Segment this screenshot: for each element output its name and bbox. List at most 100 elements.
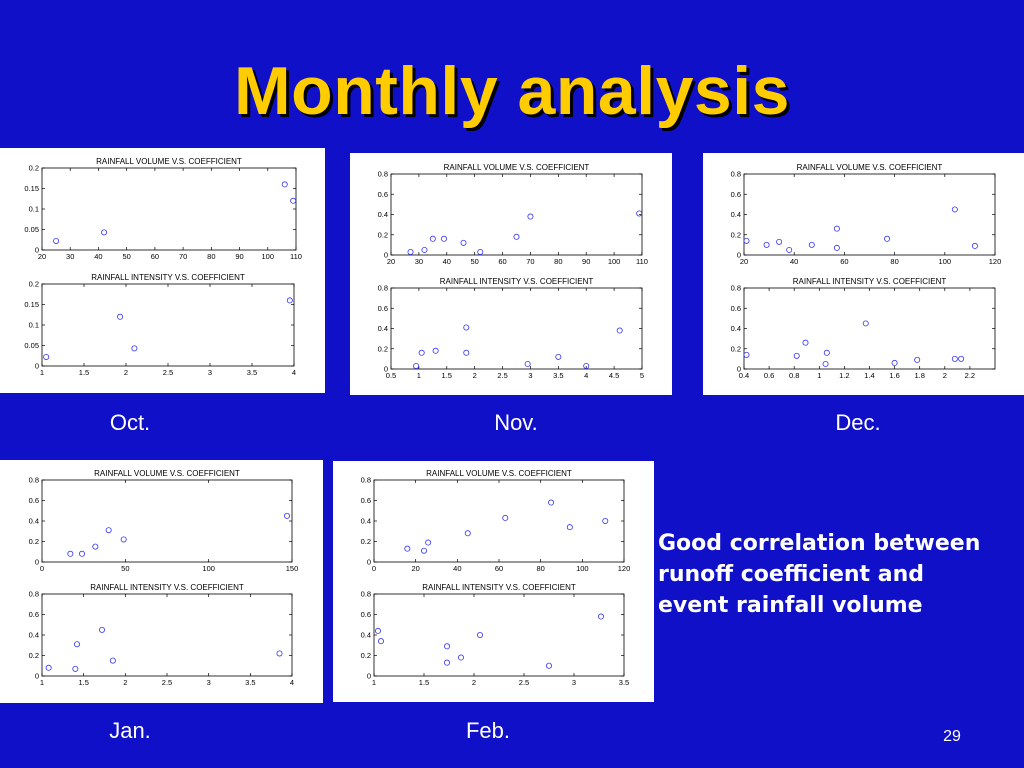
data-point: [502, 514, 509, 521]
data-point: [444, 643, 451, 650]
y-tick-label: 0.2: [361, 651, 371, 660]
x-tick-label: 1: [40, 368, 44, 377]
data-point: [477, 248, 484, 255]
x-tick-label: 1: [417, 371, 421, 380]
y-tick-label: 0.2: [731, 344, 741, 353]
y-tick-label: 0.4: [29, 631, 39, 640]
x-tick-label: 1.5: [442, 371, 452, 380]
scatter-plot-4: RAINFALL VOLUME V.S. COEFFICIENT 20 40 60 80…: [731, 163, 1002, 266]
y-tick-label: 0.05: [24, 341, 39, 350]
data-point: [463, 324, 470, 331]
data-point: [951, 206, 958, 213]
data-point: [283, 512, 290, 519]
plot-title: RAINFALL INTENSITY V.S. COEFFICIENT: [793, 277, 947, 286]
x-tick-label: 2.5: [163, 368, 173, 377]
data-point: [440, 235, 447, 242]
x-tick-label: 0: [372, 564, 376, 573]
x-tick-label: 60: [151, 252, 159, 261]
data-point: [117, 313, 124, 320]
scatter-plot-6: RAINFALL VOLUME V.S. COEFFICIENT 0 50 100 15…: [29, 469, 299, 573]
y-tick-label: 0.4: [361, 517, 371, 526]
data-point: [891, 359, 898, 366]
x-tick-label: 4: [292, 368, 296, 377]
data-point: [776, 238, 783, 245]
data-point: [548, 499, 555, 506]
conclusion-line-3: event rainfall volume: [658, 593, 923, 618]
data-point: [823, 349, 830, 356]
month-label-dec: Dec.: [835, 410, 881, 435]
x-tick-label: 30: [415, 257, 423, 266]
y-tick-label: 0.8: [361, 476, 371, 485]
data-point: [281, 181, 288, 188]
x-tick-label: 3.5: [553, 371, 563, 380]
x-tick-label: 2: [124, 368, 128, 377]
data-point: [418, 349, 425, 356]
x-tick-label: 100: [608, 257, 621, 266]
plot-title: RAINFALL INTENSITY V.S. COEFFICIENT: [440, 277, 594, 286]
y-tick-label: 0: [367, 672, 371, 681]
plot-title: RAINFALL INTENSITY V.S. COEFFICIENT: [91, 273, 245, 282]
x-tick-label: 20: [411, 564, 419, 573]
y-tick-label: 0.8: [378, 170, 388, 179]
y-tick-label: 0: [35, 246, 39, 255]
month-label-feb: Feb.: [465, 718, 511, 743]
x-tick-label: 150: [286, 564, 299, 573]
y-tick-label: 0: [367, 558, 371, 567]
x-tick-label: 2: [472, 678, 476, 687]
x-tick-label: 40: [443, 257, 451, 266]
x-tick-label: 1.8: [914, 371, 924, 380]
x-tick-label: 110: [290, 252, 302, 261]
chart-panel-jan-svg: RAINFALL VOLUME V.S. COEFFICIENT 0 50 100 15…: [29, 469, 299, 687]
scatter-plot-2: RAINFALL VOLUME V.S. COEFFICIENT 20 30 40 50…: [378, 163, 648, 266]
data-point: [527, 213, 534, 220]
plot-title: RAINFALL VOLUME V.S. COEFFICIENT: [94, 469, 240, 478]
data-point: [74, 641, 81, 648]
x-tick-label: 20: [38, 252, 46, 261]
data-point: [290, 197, 297, 204]
x-tick-label: 100: [202, 564, 215, 573]
chart-panel-nov: RAINFALL VOLUME V.S. COEFFICIENT 20 30 40 50…: [350, 153, 672, 395]
y-tick-label: 0.6: [361, 496, 371, 505]
x-tick-label: 1: [40, 678, 44, 687]
x-tick-label: 60: [840, 257, 848, 266]
plot-frame: [373, 593, 625, 677]
data-point: [92, 543, 99, 550]
x-tick-label: 1.2: [839, 371, 849, 380]
data-point: [786, 246, 793, 253]
x-tick-label: 80: [890, 257, 898, 266]
x-tick-label: 0: [40, 564, 44, 573]
data-point: [444, 659, 451, 666]
x-tick-label: 1.4: [864, 371, 874, 380]
x-tick-label: 100: [576, 564, 589, 573]
data-point: [793, 352, 800, 359]
data-point: [375, 627, 382, 634]
y-tick-label: 0.05: [24, 225, 39, 234]
x-tick-label: 2.5: [497, 371, 507, 380]
x-tick-label: 60: [498, 257, 506, 266]
x-tick-label: 3: [208, 368, 212, 377]
x-tick-label: 20: [740, 257, 748, 266]
data-point: [566, 524, 573, 531]
plot-title: RAINFALL VOLUME V.S. COEFFICIENT: [444, 163, 590, 172]
plot-title: RAINFALL VOLUME V.S. COEFFICIENT: [426, 469, 572, 478]
data-point: [429, 235, 436, 242]
data-point: [109, 657, 116, 664]
y-tick-label: 0.15: [24, 184, 39, 193]
x-tick-label: 80: [554, 257, 562, 266]
x-tick-label: 90: [235, 252, 243, 261]
x-tick-label: 1.5: [78, 678, 88, 687]
y-tick-label: 0.8: [29, 476, 39, 485]
y-tick-label: 0.8: [29, 590, 39, 599]
y-tick-label: 0.8: [731, 170, 741, 179]
y-tick-label: 0: [35, 362, 39, 371]
y-tick-label: 0.2: [29, 651, 39, 660]
y-tick-label: 0: [384, 365, 388, 374]
data-point: [45, 664, 52, 671]
data-point: [425, 539, 432, 546]
x-tick-label: 3: [572, 678, 576, 687]
scatter-plot-9: RAINFALL INTENSITY V.S. COEFFICIENT 1 1.5 2…: [361, 583, 630, 687]
x-tick-label: 50: [121, 564, 129, 573]
y-tick-label: 0.4: [29, 517, 39, 526]
y-tick-label: 0: [737, 365, 741, 374]
